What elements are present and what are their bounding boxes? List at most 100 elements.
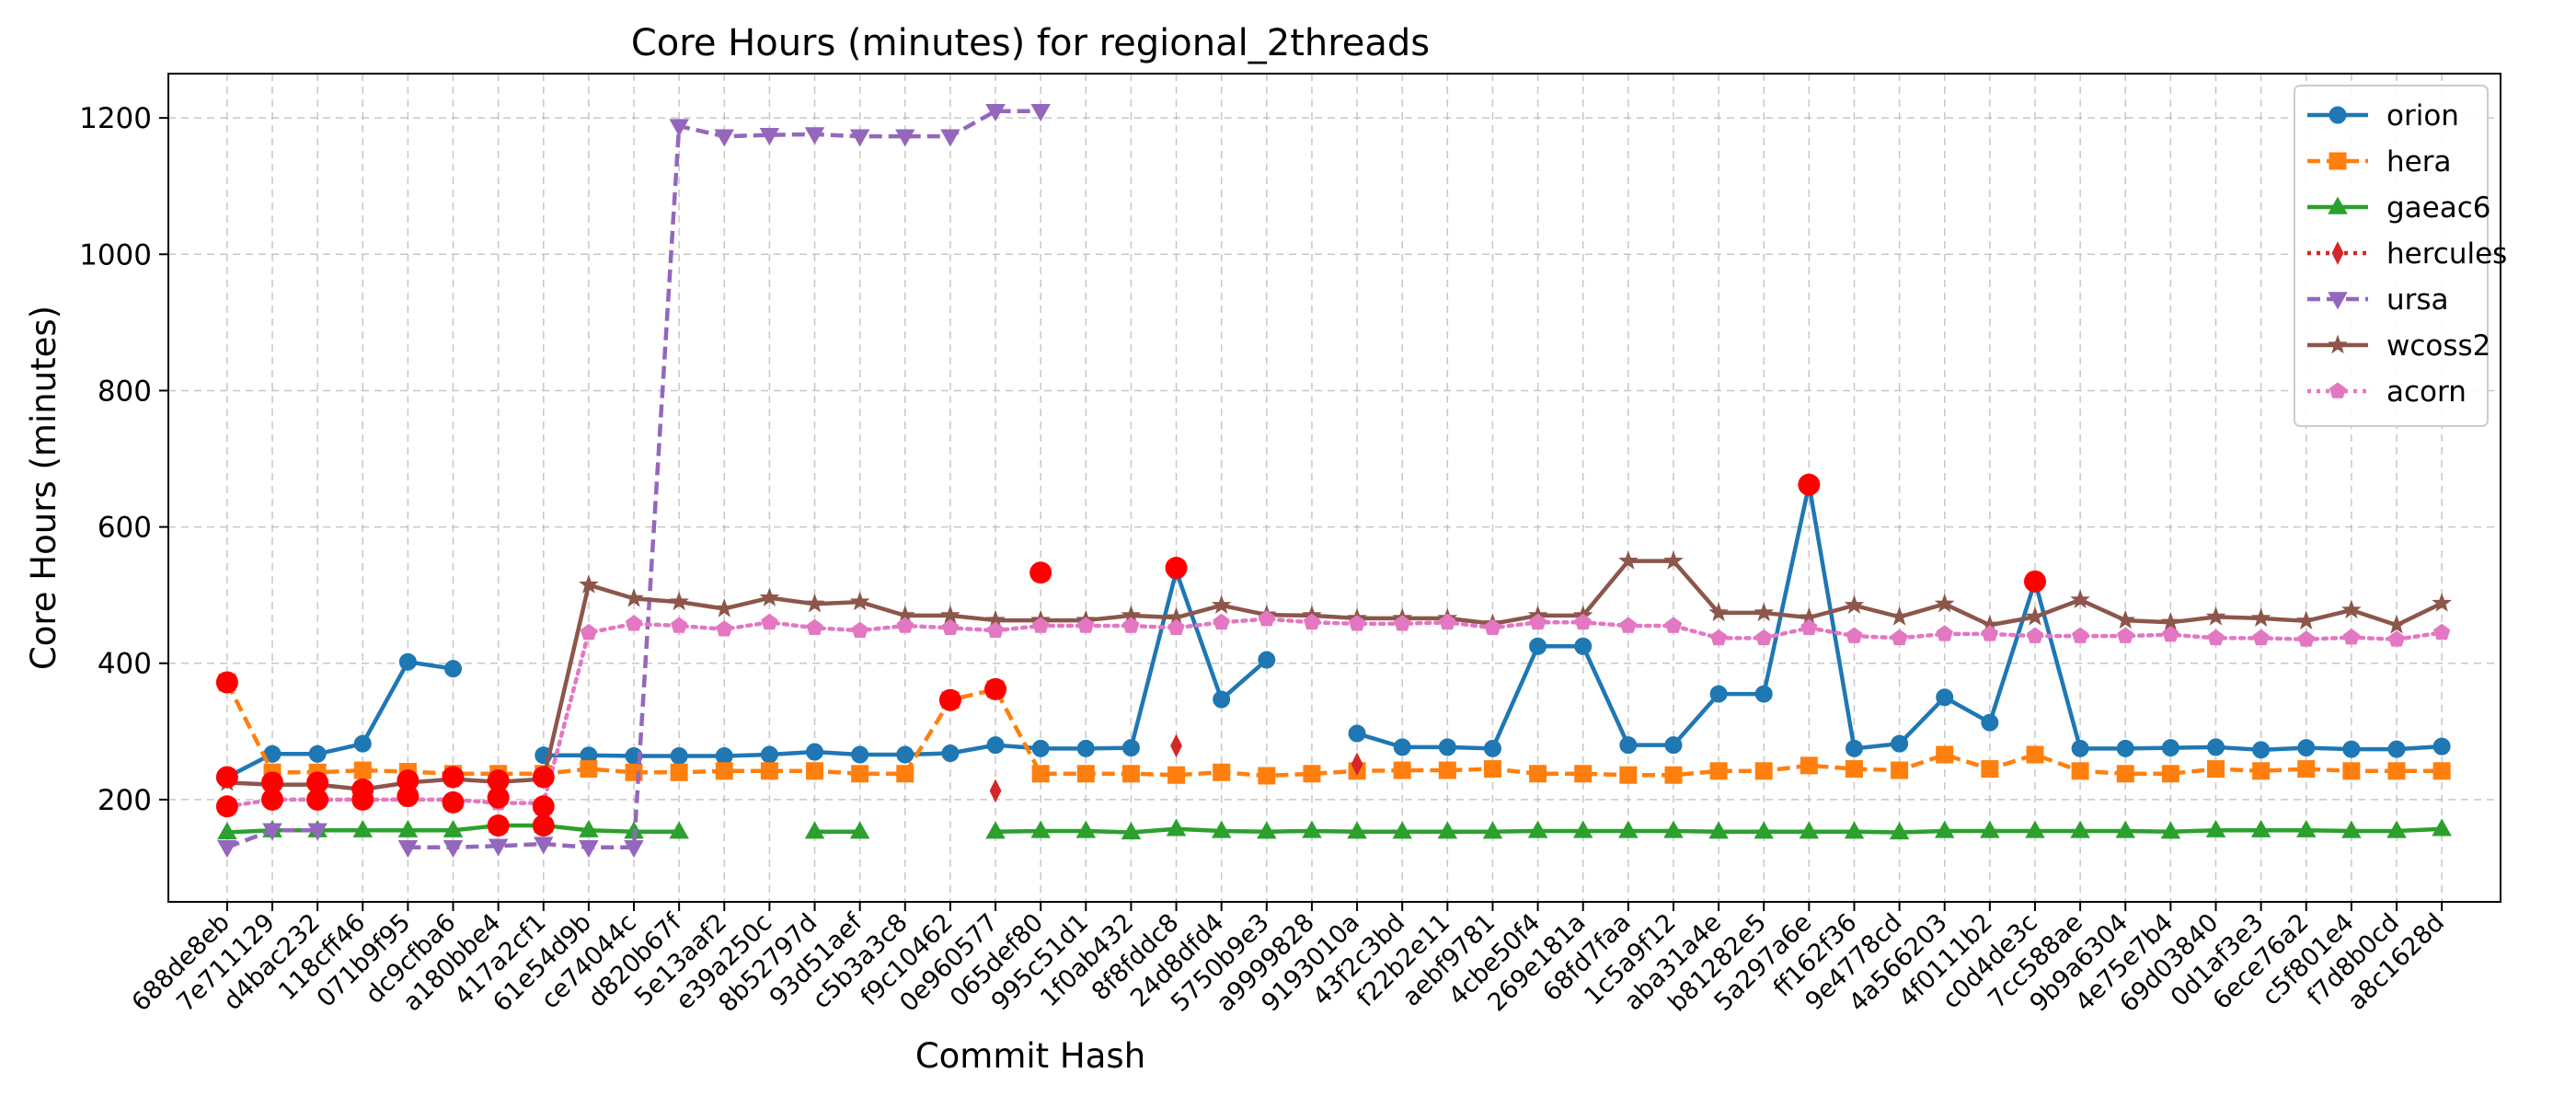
legend-item-hera[interactable]: hera [2307, 145, 2451, 179]
point-gaeac6 [804, 821, 825, 839]
point-orion [2252, 741, 2271, 759]
highlight-point [1029, 561, 1052, 584]
point-hera [2206, 760, 2225, 779]
y-tick-label: 1000 [79, 238, 152, 271]
legend-marker-hercules [2331, 241, 2344, 265]
point-gaeac6 [579, 819, 599, 837]
point-orion [1483, 739, 1501, 757]
point-acorn [2071, 627, 2089, 643]
legend-item-gaeac6[interactable]: gaeac6 [2307, 191, 2491, 225]
point-gaeac6 [1980, 820, 2000, 838]
point-acorn [1394, 615, 1411, 631]
point-hera [1891, 761, 1909, 779]
point-hera [1800, 756, 1818, 775]
point-acorn [2252, 629, 2270, 646]
point-gaeac6 [1799, 821, 1820, 839]
highlight-point [487, 786, 510, 809]
point-orion [2206, 738, 2225, 756]
point-hera [1664, 766, 1683, 784]
chart-title: Core Hours (minutes) for regional_2threa… [631, 22, 1430, 64]
point-hera [1483, 760, 1501, 779]
point-gaeac6 [2115, 820, 2135, 838]
point-gaeac6 [1844, 821, 1865, 839]
point-ursa [488, 838, 509, 857]
point-hera [1258, 767, 1276, 785]
point-wcoss2 [2250, 607, 2271, 628]
point-ursa [714, 129, 735, 147]
point-gaeac6 [2341, 820, 2362, 838]
point-wcoss2 [1211, 594, 1232, 614]
point-orion [353, 734, 372, 753]
point-orion [2297, 739, 2316, 757]
point-hercules [1351, 752, 1363, 777]
point-orion [941, 744, 960, 763]
y-tick-label: 200 [98, 784, 152, 817]
legend[interactable]: orion hera gaeac6 hercules ursa wcoss2 acorn [2294, 85, 2507, 427]
point-gaeac6 [1934, 820, 1955, 838]
point-wcoss2 [2295, 610, 2317, 630]
legend-item-orion[interactable]: orion [2307, 99, 2459, 133]
point-ursa [443, 840, 464, 859]
legend-marker-orion [2329, 106, 2347, 124]
point-acorn [1032, 617, 1050, 633]
point-hercules [1170, 733, 1182, 758]
point-hera [2026, 745, 2044, 764]
point-wcoss2 [1934, 593, 1955, 613]
y-tick-label: 600 [98, 512, 152, 545]
point-acorn [1529, 613, 1547, 630]
y-tick-label: 1200 [79, 102, 152, 135]
point-gaeac6 [1211, 820, 1232, 838]
legend-label-acorn: acorn [2386, 375, 2467, 409]
series-line-hera [224, 681, 2443, 779]
series-acorn [218, 609, 2451, 814]
series-hercules [989, 733, 1363, 803]
legend-item-hercules[interactable]: hercules [2307, 237, 2507, 271]
point-acorn [580, 623, 598, 641]
point-wcoss2 [669, 591, 689, 611]
point-acorn [2342, 628, 2361, 645]
point-hera [2116, 765, 2134, 783]
point-gaeac6 [849, 821, 870, 839]
point-hera [1619, 766, 1638, 784]
point-hera [896, 765, 914, 783]
y-axis-label: Core Hours (minutes) [24, 306, 63, 670]
point-gaeac6 [1121, 822, 1142, 840]
point-gaeac6 [985, 821, 1006, 839]
point-hera [851, 765, 869, 783]
point-ursa [579, 840, 599, 859]
legend-item-wcoss2[interactable]: wcoss2 [2307, 329, 2490, 363]
point-gaeac6 [1030, 820, 1051, 838]
point-wcoss2 [2070, 589, 2090, 609]
point-gaeac6 [1392, 821, 1412, 839]
point-ursa [759, 127, 780, 146]
legend-item-acorn[interactable]: acorn [2307, 375, 2467, 409]
point-wcoss2 [579, 574, 599, 594]
point-acorn [2432, 623, 2451, 641]
point-ursa [985, 104, 1006, 122]
point-orion [2342, 740, 2361, 758]
point-acorn [1755, 629, 1773, 646]
point-acorn [1303, 613, 1321, 630]
point-acorn [716, 620, 733, 637]
point-acorn [1846, 627, 1863, 643]
point-wcoss2 [1663, 550, 1684, 570]
point-wcoss2 [1889, 606, 1910, 626]
point-orion [2161, 739, 2179, 757]
legend-label-orion: orion [2386, 99, 2459, 133]
point-acorn [986, 621, 1005, 638]
point-hera [806, 762, 824, 780]
point-orion [1438, 738, 1456, 756]
point-acorn [2387, 630, 2406, 647]
point-orion [760, 745, 778, 764]
highlight-point [532, 766, 555, 789]
point-acorn [1891, 629, 1908, 646]
x-axis-ticks: 688de8eb7e711129d4bac232118cff46071b9f95… [127, 902, 2450, 1018]
point-ursa [397, 840, 419, 859]
x-axis-label: Commit Hash [915, 1036, 1145, 1076]
legend-label-gaeac6: gaeac6 [2386, 191, 2491, 225]
legend-item-ursa[interactable]: ursa [2307, 283, 2449, 317]
point-orion [1213, 690, 1231, 709]
point-orion [715, 746, 733, 765]
point-acorn [1936, 625, 1953, 641]
point-wcoss2 [714, 598, 735, 617]
